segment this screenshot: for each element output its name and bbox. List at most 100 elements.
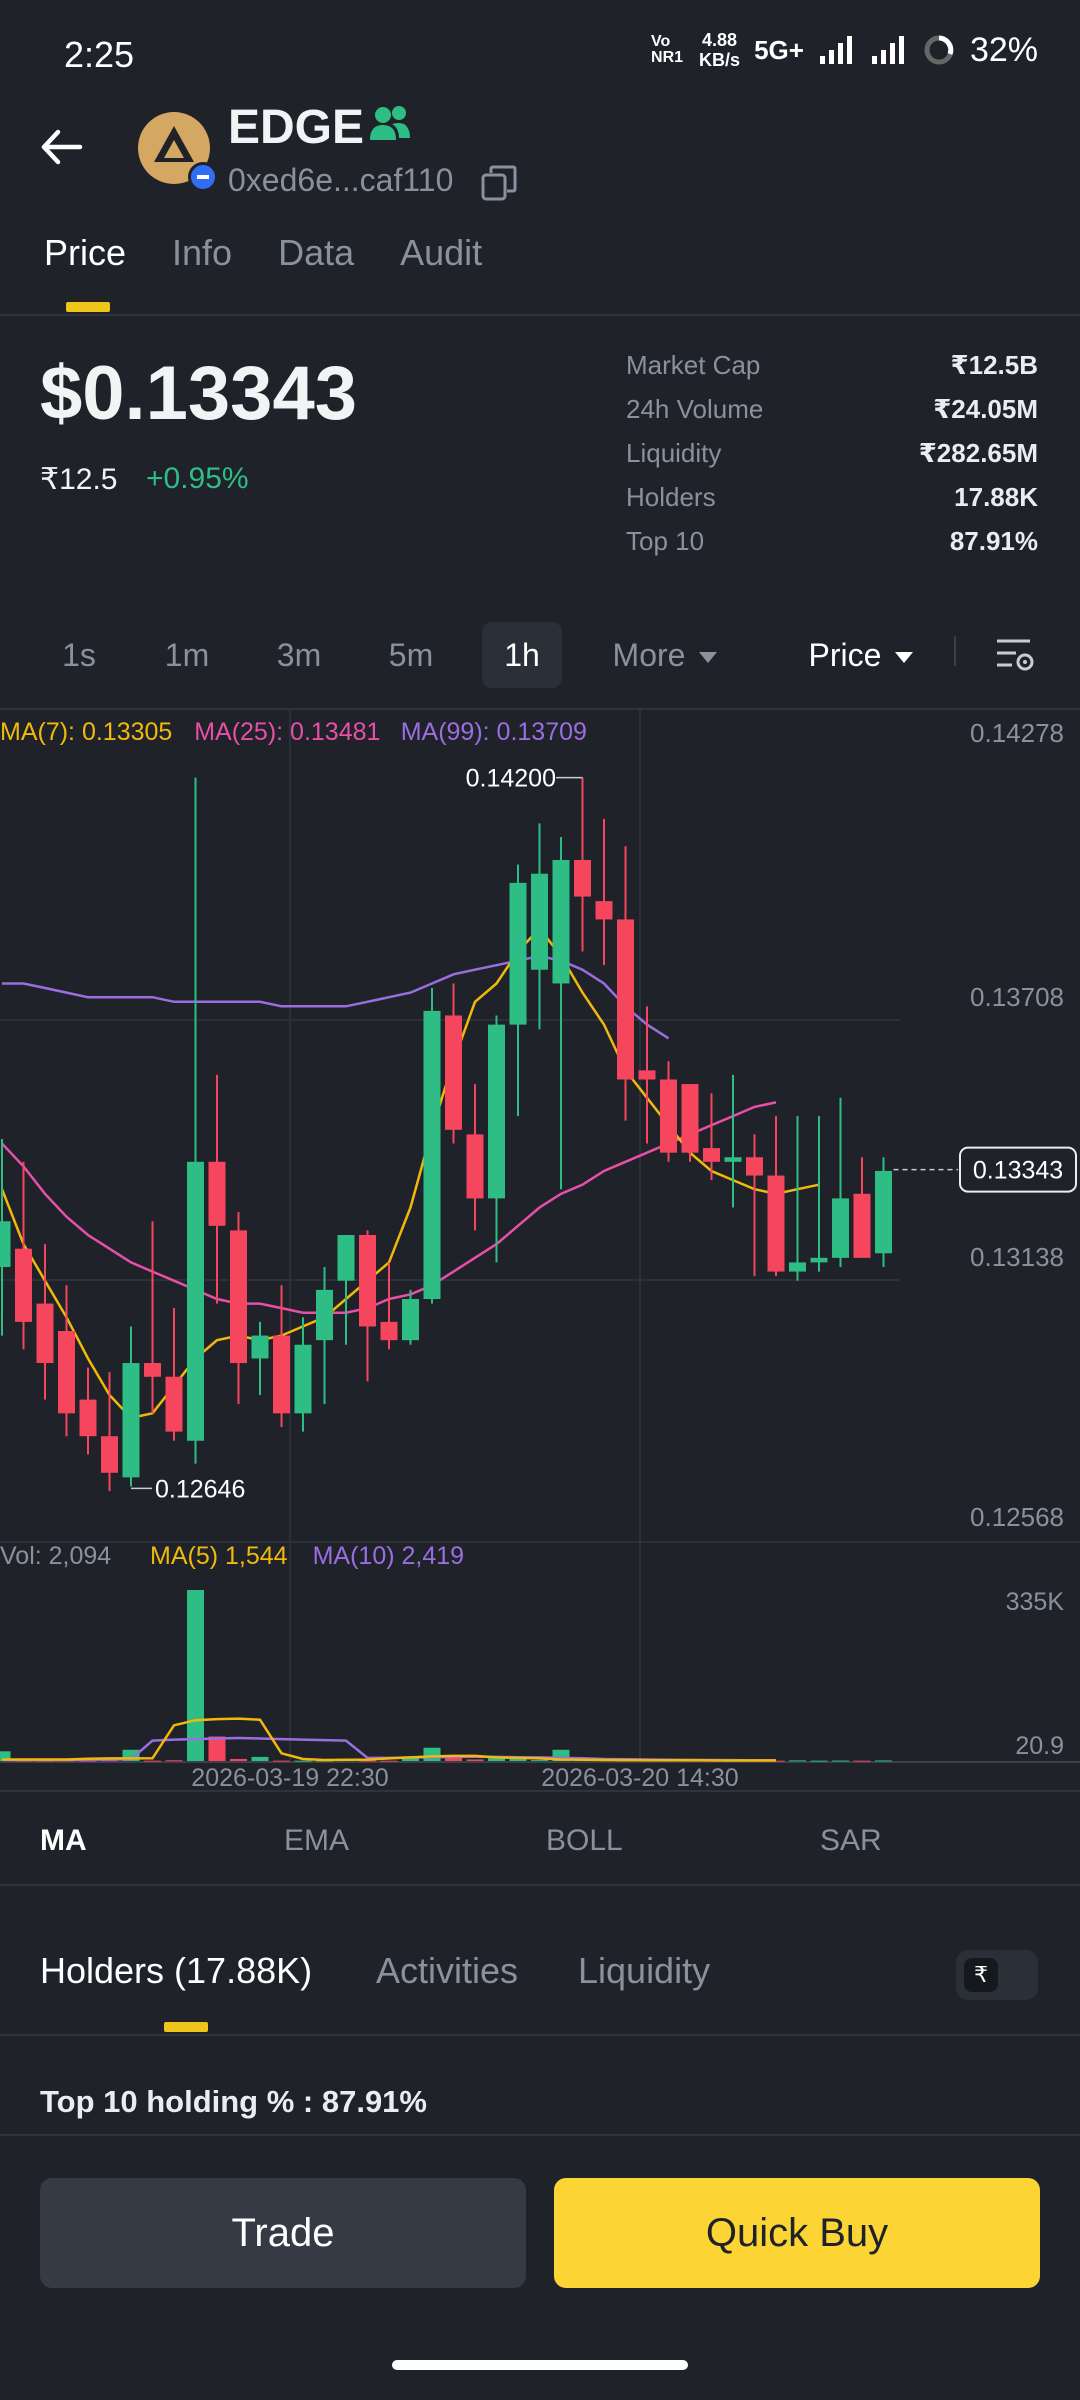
token-name: EDGE [228, 101, 365, 154]
candle-body [230, 1230, 247, 1364]
net-speed-value: 4.88 [702, 30, 738, 50]
chain-badge-icon [188, 162, 218, 192]
token-header: EDGE 0xed6e...caf110 [0, 100, 1080, 210]
more-intervals-dropdown[interactable]: More [600, 622, 730, 688]
candle-body [251, 1335, 269, 1359]
stat-market-cap: Market Cap ₹12.5B [626, 350, 1038, 394]
community-icon[interactable] [368, 104, 412, 144]
candle-body [552, 859, 570, 984]
candle-body [638, 1070, 656, 1080]
volume-legend-item: MA(5) 1,544 [150, 1542, 288, 1570]
more-label: More [612, 637, 686, 673]
stat-value: 87.91% [949, 526, 1038, 556]
volume-bar [488, 1756, 505, 1761]
volume-bar [402, 1757, 419, 1761]
candle-body [466, 1134, 484, 1199]
candle-body [79, 1399, 97, 1437]
volume-bar [251, 1756, 269, 1761]
copy-icon[interactable] [480, 164, 518, 202]
candle-body [595, 901, 613, 920]
trade-button[interactable]: Trade [40, 2178, 526, 2288]
interval-5m[interactable]: 5m [388, 637, 434, 673]
price-mode-dropdown[interactable]: Price [796, 622, 926, 688]
candle-body [724, 1157, 742, 1162]
x-axis-label: 2026-03-19 22:30 [191, 1764, 388, 1790]
network-type: 5G+ [754, 34, 804, 65]
stat-24h-volume: 24h Volume ₹24.05M [626, 394, 1038, 438]
indicator-sar[interactable]: SAR [820, 1824, 882, 1857]
tab-holders[interactable]: Holders (17.88K) [40, 1950, 313, 2032]
status-icons: Vo NR1 4.88 KB/s 5G+ 32% [651, 30, 1038, 70]
candle-body [208, 1161, 226, 1226]
indicator-ma[interactable]: MA [40, 1824, 87, 1857]
holders-divider [0, 2034, 1080, 2036]
ma-legend-item: MA(7): 0.13305 [0, 718, 172, 746]
candle-body [144, 1363, 161, 1377]
stat-value: ₹12.5B [950, 350, 1038, 380]
volume-bar [165, 1760, 183, 1762]
net-speed-unit: KB/s [699, 50, 741, 70]
interval-1m[interactable]: 1m [164, 637, 210, 673]
volume-bar [875, 1760, 892, 1762]
candle-body [101, 1436, 118, 1473]
currency-toggle[interactable]: ₹ [956, 1950, 1038, 2000]
volume-bar [832, 1760, 849, 1762]
quick-buy-button[interactable]: Quick Buy [554, 2178, 1040, 2288]
usd-price: $0.13343 [40, 351, 357, 436]
candle-body [488, 1024, 505, 1199]
back-arrow-icon[interactable] [36, 122, 86, 172]
footer-divider [0, 2134, 1080, 2136]
token-logo [138, 112, 218, 192]
tab-activities[interactable]: Activities [376, 1950, 519, 1991]
candle-body [875, 1170, 892, 1254]
volume-ma10-line [2, 1736, 776, 1762]
ma-legend-item: MA(99): 0.13709 [401, 718, 587, 746]
tab-data[interactable]: Data [278, 232, 355, 273]
chevron-down-icon [699, 652, 718, 664]
interval-1h[interactable]: 1h [482, 622, 562, 688]
chart-settings-icon[interactable] [994, 634, 1036, 676]
candle-body [617, 919, 634, 1080]
candle-body [445, 1015, 462, 1130]
home-indicator[interactable] [392, 2360, 688, 2370]
candle-body [703, 1148, 720, 1162]
candle-body [187, 1161, 204, 1441]
indicator-boll[interactable]: BOLL [546, 1824, 623, 1857]
volume-bar [466, 1759, 484, 1761]
tab-info[interactable]: Info [172, 232, 233, 273]
candle-body [273, 1335, 290, 1414]
indicator-ema[interactable]: EMA [284, 1824, 350, 1857]
current-price-label: 0.13343 [973, 1157, 1063, 1185]
volume-bar [230, 1758, 247, 1761]
volume-legend-item: Vol: 2,094 [0, 1542, 111, 1570]
candle-body [380, 1321, 398, 1341]
volume-axis-label: 20.9 [1015, 1732, 1064, 1760]
candle-body [122, 1363, 140, 1478]
tab-audit[interactable]: Audit [400, 232, 483, 273]
volume-ma5-line [2, 1717, 776, 1762]
volume-bar [273, 1760, 290, 1762]
token-stats: Market Cap ₹12.5B 24h Volume ₹24.05M Liqui… [626, 350, 1038, 570]
tab-price[interactable]: Price [44, 232, 127, 312]
detail-tabs: Price Info Data Audit [44, 232, 483, 312]
candlestick-chart[interactable]: 0.14278 0.13708 0.13138 0.12568 MA(7): 0.133… [0, 710, 1080, 1790]
chart-top-divider [0, 708, 1080, 710]
candle-body [574, 859, 591, 897]
battery-level: 32% [969, 30, 1038, 69]
candle-body [316, 1289, 333, 1341]
interval-1s[interactable]: 1s [62, 637, 96, 673]
volte-indicator: Vo NR1 [651, 33, 684, 66]
stat-value: ₹282.65M [918, 438, 1038, 468]
stat-value: 17.88K [954, 482, 1038, 512]
stat-value: ₹24.05M [933, 394, 1038, 424]
tab-liquidity[interactable]: Liquidity [578, 1950, 711, 1991]
volume-bar [789, 1760, 806, 1762]
candle-body [0, 1221, 11, 1267]
volume-bar [531, 1760, 548, 1762]
volume-bar [79, 1760, 97, 1762]
candle-body [337, 1234, 355, 1281]
volume-bar [853, 1760, 871, 1762]
interval-3m[interactable]: 3m [276, 637, 322, 673]
low-price-label: 0.12646 [155, 1475, 245, 1503]
signal-icon-2 [871, 36, 904, 64]
